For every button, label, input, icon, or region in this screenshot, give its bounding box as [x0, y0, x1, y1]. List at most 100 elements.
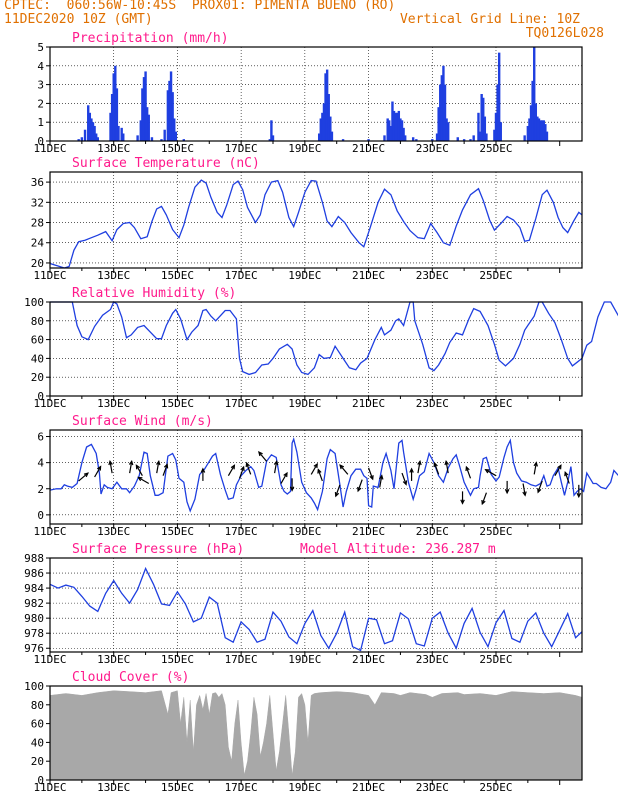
wind-arrow-head — [522, 491, 527, 497]
wind-arrow-shaft — [335, 484, 341, 497]
precip-bar — [329, 116, 332, 141]
wind-arrow-shaft — [310, 463, 318, 475]
panel-title: Surface Temperature (nC) — [72, 156, 260, 171]
wind-arrow-shaft — [465, 466, 472, 479]
x-tick-label: 25DEC — [479, 397, 512, 410]
y-tick-label: 36 — [31, 176, 44, 189]
wind-arrow-head — [240, 465, 245, 472]
x-tick-label: 23DEC — [416, 269, 449, 282]
wind-arrow-shaft — [481, 492, 487, 505]
precip-bar — [88, 112, 92, 141]
y-tick-label: 3 — [37, 79, 44, 92]
precip-bar — [317, 133, 321, 141]
precip-bar — [529, 105, 533, 141]
precip-bar — [383, 135, 386, 141]
precip-bar — [494, 112, 498, 141]
wind-arrow-shaft — [522, 483, 526, 496]
x-tick-label: 11DEC — [33, 269, 66, 282]
y-tick-label: 80 — [31, 699, 44, 712]
wind-arrow-shaft — [564, 472, 570, 484]
wind-arrows — [78, 451, 582, 506]
y-tick-label: 978 — [24, 627, 44, 640]
x-tick-label: 19DEC — [288, 269, 321, 282]
series-line — [49, 566, 583, 652]
wind-arrow-head — [417, 459, 422, 466]
precip-bar — [163, 129, 166, 141]
wind-arrow-head — [135, 464, 141, 470]
wind-arrow-head — [289, 486, 295, 492]
x-tick-label: 11DEC — [33, 525, 66, 538]
precip-bar — [477, 112, 480, 141]
x-tick-label: 17DEC — [225, 525, 258, 538]
x-tick-label: 13DEC — [97, 781, 130, 794]
wind-arrow-shaft — [417, 461, 421, 474]
cloud-area — [49, 690, 583, 781]
wind-arrow-shaft — [138, 477, 150, 485]
precip-bar — [168, 80, 171, 141]
precip-bar — [523, 135, 526, 141]
precip-bar — [324, 73, 327, 141]
precip-bar — [166, 90, 170, 141]
y-tick-label: 0 — [37, 390, 44, 403]
precip-bar — [94, 133, 98, 141]
y-tick-label: 20 — [31, 257, 44, 270]
wind-arrow-head — [200, 467, 206, 473]
precip-bar — [415, 139, 418, 141]
x-tick-label: 17DEC — [225, 781, 258, 794]
precip-bar — [394, 112, 397, 141]
panel-frame — [49, 301, 583, 397]
precip-bar — [388, 120, 391, 141]
panel-frame — [49, 685, 583, 781]
wind-arrow-shaft — [533, 462, 537, 475]
wind-arrow-head — [339, 464, 345, 470]
x-tick-label: 21DEC — [352, 269, 385, 282]
precip-bar — [528, 118, 531, 141]
x-tick-label: 11DEC — [33, 397, 66, 410]
x-tick-label: 17DEC — [225, 269, 258, 282]
precip-bar — [480, 94, 483, 141]
x-tick-label: 15DEC — [161, 142, 194, 155]
precip-bar — [526, 125, 530, 141]
y-tick-label: 6 — [37, 431, 44, 444]
y-tick-label: 24 — [31, 237, 45, 250]
precip-bar — [319, 118, 322, 141]
panel-3 — [46, 301, 618, 401]
y-tick-label: 0 — [37, 135, 44, 148]
x-tick-label: 15DEC — [161, 653, 194, 666]
panel-6 — [46, 685, 583, 785]
precip-bar — [171, 92, 174, 141]
precip-bar — [77, 139, 80, 141]
precip-bar — [531, 80, 534, 141]
precip-bar — [90, 118, 93, 141]
panel-2 — [46, 171, 583, 273]
y-tick-label: 40 — [31, 352, 44, 365]
wind-arrow-shaft — [227, 465, 235, 476]
precip-bar — [173, 118, 176, 141]
x-tick-label: 17DEC — [225, 653, 258, 666]
series-line — [50, 301, 618, 376]
y-tick-label: 20 — [31, 755, 44, 768]
precip-bar — [139, 120, 142, 141]
x-tick-label: 13DEC — [97, 525, 130, 538]
wind-arrow-shaft — [273, 461, 278, 474]
wind-arrow-head — [83, 472, 89, 478]
precip-bar — [386, 118, 389, 141]
y-tick-label: 60 — [31, 334, 44, 347]
x-tick-label: 17DEC — [225, 142, 258, 155]
panel-title: Surface Pressure (hPa) — [72, 542, 244, 557]
y-tick-label: 2 — [37, 483, 44, 496]
y-tick-label: 2 — [37, 97, 44, 110]
header-date: 11DEC2020 10Z (GMT) — [4, 12, 153, 27]
precip-bar — [482, 97, 485, 141]
wind-arrow-head — [369, 475, 374, 481]
precip-bar — [150, 137, 154, 141]
wind-arrow-head — [245, 461, 250, 468]
panel-title: Surface Wind (m/s) — [72, 414, 213, 429]
series-line — [49, 436, 618, 513]
x-tick-label: 11DEC — [33, 142, 66, 155]
x-tick-label: 23DEC — [416, 397, 449, 410]
wind-arrow-head — [484, 469, 490, 474]
panel-title: Precipitation (mm/h) — [72, 31, 229, 46]
y-tick-label: 1 — [37, 116, 44, 129]
precip-bar — [83, 129, 87, 141]
